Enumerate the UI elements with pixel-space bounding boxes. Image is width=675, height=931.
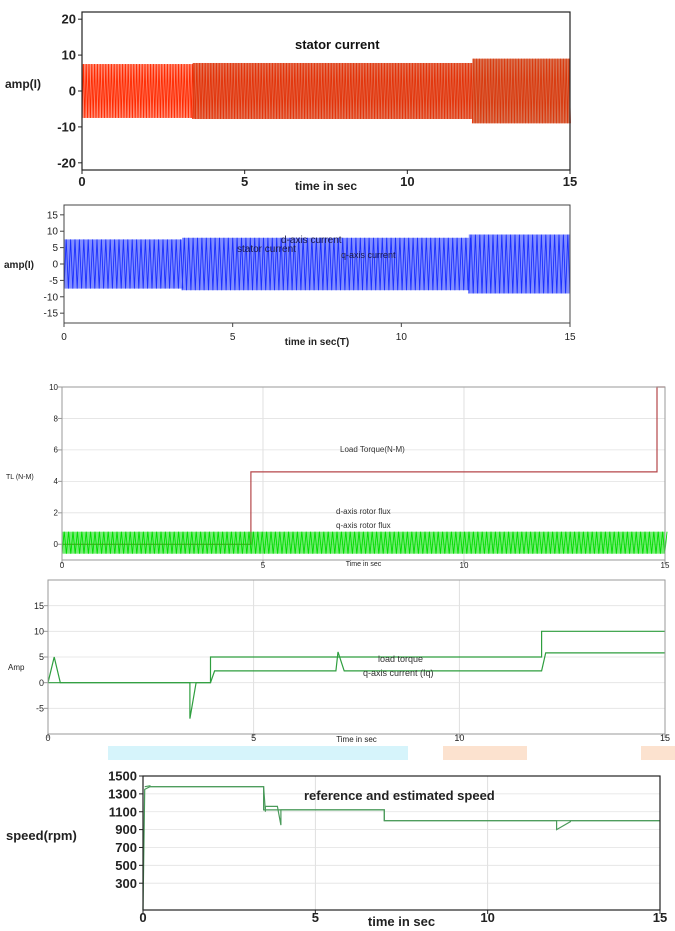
y-tick-label: 0	[52, 260, 58, 271]
series-wave	[81, 64, 195, 118]
x-tick-label: 15	[563, 174, 577, 189]
x-tick-label: 0	[61, 332, 67, 343]
x-tick-label: 10	[480, 910, 494, 925]
y-tick-label: 1500	[108, 769, 137, 784]
series-stator-current	[81, 58, 571, 124]
series-wave	[181, 237, 471, 291]
x-tick-label: 5	[251, 733, 256, 743]
shade-right	[472, 58, 570, 124]
series-d-axis-rotor-flux	[61, 531, 668, 554]
y-tick-label: 20	[62, 12, 76, 27]
y-tick-label: 15	[34, 601, 44, 611]
series-shade	[192, 58, 570, 124]
y-axis-label: speed(rpm)	[6, 828, 77, 843]
y-tick-label: -10	[57, 119, 76, 134]
y-axis-label: amp(I)	[4, 260, 34, 271]
x-tick-label: 15	[564, 332, 576, 343]
legend-label: stator current	[237, 244, 296, 255]
y-tick-label: 15	[47, 210, 59, 221]
chart-panel-5	[139, 775, 661, 914]
chart-panel-1	[78, 11, 571, 174]
legend-label: load torque	[378, 654, 423, 664]
legend-label: stator current	[295, 37, 380, 52]
legend-label: d-axis current	[281, 235, 342, 246]
x-axis-label: Time in sec	[346, 561, 382, 568]
series-secondary	[144, 785, 660, 831]
legend-label: q-axis current	[341, 250, 396, 260]
series-q-axis-current-iq-	[47, 651, 665, 719]
plot-frame	[142, 775, 661, 911]
series-wave	[61, 531, 668, 554]
x-tick-label: 10	[396, 332, 408, 343]
series-wave	[471, 58, 571, 124]
y-tick-label: 10	[47, 227, 59, 238]
x-tick-label: 5	[230, 332, 236, 343]
x-axis-label: time in sec(T)	[285, 337, 349, 348]
y-tick-label: -20	[57, 155, 76, 170]
legend-label: Load Torque(N-M)	[340, 445, 405, 454]
chart-panel-4	[44, 579, 666, 738]
legend-label: reference and estimated speed	[304, 788, 495, 803]
decor-band-peach-right	[641, 746, 675, 760]
y-tick-label: -5	[36, 703, 44, 713]
x-tick-label: 0	[139, 910, 146, 925]
series-wave	[468, 234, 571, 294]
y-tick-label: 300	[115, 876, 137, 891]
chart-panel-3	[58, 386, 668, 564]
y-tick-label: 10	[34, 626, 44, 636]
decor-band-cyan	[108, 746, 408, 760]
x-tick-label: 5	[261, 561, 266, 570]
x-tick-label: 15	[661, 561, 670, 570]
y-tick-label: 10	[49, 383, 58, 392]
y-tick-label: 500	[115, 858, 137, 873]
x-tick-label: 15	[653, 910, 667, 925]
legend-label: d-axis rotor flux	[336, 507, 391, 516]
plot-frame	[61, 386, 666, 561]
x-tick-label: 10	[400, 174, 414, 189]
y-tick-label: 8	[54, 414, 59, 423]
y-tick-label: 5	[39, 652, 44, 662]
x-axis-label: time in sec	[295, 179, 357, 193]
y-tick-label: 1300	[108, 786, 137, 801]
y-tick-label: -5	[49, 276, 58, 287]
x-tick-label: 5	[312, 910, 319, 925]
chart-panel-2	[60, 204, 571, 327]
y-tick-label: 4	[54, 477, 59, 486]
x-tick-label: 5	[241, 174, 248, 189]
x-tick-label: 10	[460, 561, 469, 570]
y-tick-label: 0	[54, 540, 59, 549]
y-tick-label: 700	[115, 840, 137, 855]
x-tick-label: 10	[454, 733, 464, 743]
legend-label: q-axis rotor flux	[336, 521, 391, 530]
y-tick-label: -10	[44, 292, 59, 303]
y-tick-label: 900	[115, 822, 137, 837]
y-tick-label: 2	[54, 509, 59, 518]
y-tick-label: 10	[62, 48, 76, 63]
x-tick-label: 0	[45, 733, 50, 743]
y-tick-label: 1100	[109, 804, 137, 819]
x-tick-label: 15	[660, 733, 670, 743]
y-axis-label: Amp	[8, 663, 25, 672]
x-axis-label: time in sec	[368, 914, 435, 929]
y-tick-label: 5	[52, 243, 58, 254]
decor-band-peach-left	[443, 746, 527, 760]
x-tick-label: 0	[60, 561, 65, 570]
series-wave	[63, 239, 184, 289]
series-d-axis-current	[63, 234, 571, 294]
series-reference-and-estimated-speed	[142, 786, 660, 911]
y-tick-label: 0	[69, 84, 76, 99]
y-tick-label: 6	[54, 446, 59, 455]
y-axis-label: amp(I)	[5, 77, 41, 91]
y-axis-label: TL (N-M)	[6, 474, 34, 481]
legend-label: q-axis current (Iq)	[363, 668, 434, 678]
y-tick-label: -15	[44, 309, 59, 320]
shade-mid	[192, 62, 473, 120]
series-wave	[192, 62, 474, 120]
y-tick-label: 0	[39, 678, 44, 688]
x-axis-label: Time in sec	[336, 735, 377, 744]
x-tick-label: 0	[78, 174, 85, 189]
